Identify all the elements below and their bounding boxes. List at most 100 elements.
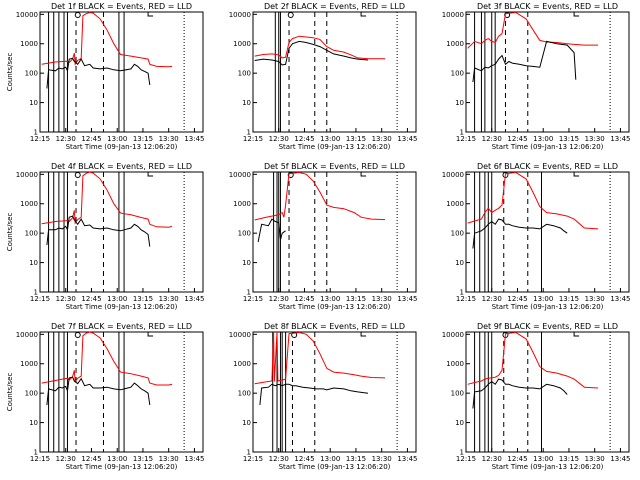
- lld-series-line: [467, 331, 599, 389]
- lld-series-line: [41, 11, 173, 68]
- x-tick-label: 12:15: [456, 135, 476, 143]
- x-tick-label: 13:45: [184, 295, 204, 303]
- y-tick-label: 1: [460, 129, 464, 137]
- x-tick-label: 13:45: [184, 455, 204, 463]
- plot-frame: [252, 11, 417, 133]
- lld-series-line: [41, 171, 173, 228]
- x-tick-label: 12:15: [30, 135, 50, 143]
- x-tick-label: 13:15: [133, 455, 153, 463]
- x-tick-label: 12:15: [243, 135, 263, 143]
- x-tick-label: 12:45: [81, 455, 101, 463]
- y-tick-label: 10: [29, 419, 38, 427]
- x-tick-label: 12:45: [81, 295, 101, 303]
- y-tick-label: 10000: [229, 331, 251, 339]
- lld-series-line: [467, 11, 599, 49]
- x-tick-label: 13:00: [320, 135, 340, 143]
- x-tick-label: 13:45: [610, 295, 630, 303]
- x-tick-label: 13:15: [559, 295, 579, 303]
- x-tick-label: 13:30: [585, 455, 605, 463]
- y-tick-label: 1000: [20, 40, 38, 48]
- panel-title: Det 3f BLACK = Events, RED = LLD: [477, 2, 618, 11]
- x-axis-label: Start Time (09-Jan-13 12:06:20): [279, 143, 391, 151]
- y-tick-label: 1: [34, 449, 38, 457]
- x-tick-label: 12:30: [56, 455, 76, 463]
- x-tick-label: 12:45: [294, 295, 314, 303]
- bracket-mark: [147, 172, 154, 177]
- event-marker: [74, 172, 81, 178]
- panel-title: Det 5f BLACK = Events, RED = LLD: [264, 162, 405, 171]
- x-tick-label: 12:45: [507, 455, 527, 463]
- y-tick-label: 100: [451, 390, 464, 398]
- y-tick-label: 10: [242, 259, 251, 267]
- lld-series-line: [254, 35, 386, 60]
- y-tick-label: 100: [238, 230, 251, 238]
- y-tick-label: 1: [247, 289, 251, 297]
- y-tick-label: 1: [34, 129, 38, 137]
- y-axis-label: Counts/sec: [6, 213, 14, 252]
- plot-frame: [252, 331, 417, 453]
- y-tick-label: 1000: [446, 40, 464, 48]
- lld-series-line: [41, 331, 173, 386]
- x-tick-label: 13:30: [372, 135, 392, 143]
- panel-title: Det 8f BLACK = Events, RED = LLD: [264, 322, 405, 331]
- x-axis-label: Start Time (09-Jan-13 12:06:20): [279, 463, 391, 471]
- x-axis-label: Start Time (09-Jan-13 12:06:20): [66, 143, 178, 151]
- x-tick-label: 12:15: [30, 295, 50, 303]
- bracket-mark: [360, 332, 367, 337]
- x-tick-label: 12:30: [482, 295, 502, 303]
- x-axis-label: Start Time (09-Jan-13 12:06:20): [66, 303, 178, 311]
- event-marker: [74, 12, 81, 18]
- x-tick-label: 13:30: [585, 135, 605, 143]
- x-tick-label: 13:00: [533, 135, 553, 143]
- x-tick-label: 13:00: [533, 295, 553, 303]
- bracket-mark: [573, 332, 580, 337]
- y-tick-label: 100: [451, 230, 464, 238]
- y-tick-label: 100: [238, 390, 251, 398]
- y-tick-label: 10000: [442, 171, 464, 179]
- plot-frame: [252, 171, 417, 293]
- y-tick-label: 10: [455, 259, 464, 267]
- panel-3: Det 3f BLACK = Events, RED = LLD 1 10 100 10…: [442, 2, 631, 151]
- x-tick-label: 12:15: [243, 455, 263, 463]
- plot-frame: [39, 11, 204, 133]
- bracket-mark: [147, 332, 154, 337]
- x-tick-label: 12:30: [269, 135, 289, 143]
- event-marker: [287, 12, 294, 18]
- x-tick-label: 13:00: [320, 455, 340, 463]
- y-tick-label: 10: [29, 99, 38, 107]
- panel-title: Det 9f BLACK = Events, RED = LLD: [477, 322, 618, 331]
- y-tick-label: 1000: [20, 200, 38, 208]
- y-tick-label: 1: [247, 449, 251, 457]
- y-tick-label: 1000: [20, 360, 38, 368]
- panel-8: Det 8f BLACK = Events, RED = LLD 1 10 100 10…: [229, 322, 418, 471]
- y-tick-label: 1000: [233, 360, 251, 368]
- y-tick-label: 10000: [442, 11, 464, 19]
- panel-9: Det 9f BLACK = Events, RED = LLD 1 10 100 10…: [442, 322, 631, 471]
- x-tick-label: 13:15: [346, 455, 366, 463]
- x-tick-label: 13:00: [107, 135, 127, 143]
- y-tick-label: 1000: [446, 200, 464, 208]
- y-tick-label: 1000: [233, 200, 251, 208]
- x-tick-label: 13:00: [107, 295, 127, 303]
- bracket-mark: [360, 12, 367, 17]
- x-tick-label: 13:45: [397, 455, 417, 463]
- x-tick-label: 13:30: [585, 295, 605, 303]
- y-tick-label: 1: [460, 289, 464, 297]
- panel-1: Det 1f BLACK = Events, RED = LLD 1 10 100 10…: [6, 2, 205, 151]
- events-series-line: [257, 218, 286, 243]
- panel-2: Det 2f BLACK = Events, RED = LLD 1 10 100 10…: [229, 2, 418, 151]
- events-series-line: [46, 215, 151, 247]
- events-series-line: [254, 40, 369, 66]
- x-tick-label: 12:15: [456, 295, 476, 303]
- x-tick-label: 13:15: [133, 135, 153, 143]
- panel-title: Det 2f BLACK = Events, RED = LLD: [264, 2, 405, 11]
- y-tick-label: 100: [238, 70, 251, 78]
- plot-frame: [39, 171, 204, 293]
- x-axis-label: Start Time (09-Jan-13 12:06:20): [492, 303, 604, 311]
- x-tick-label: 12:30: [56, 295, 76, 303]
- y-tick-label: 10: [242, 419, 251, 427]
- x-tick-label: 12:30: [269, 295, 289, 303]
- x-tick-label: 12:15: [30, 455, 50, 463]
- x-tick-label: 13:00: [320, 295, 340, 303]
- x-tick-label: 12:45: [81, 135, 101, 143]
